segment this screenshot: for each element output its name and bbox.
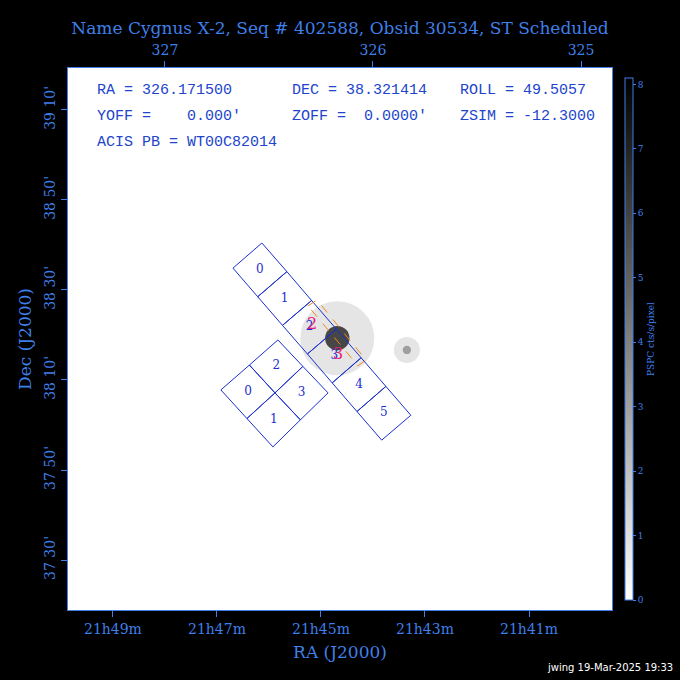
svg-text:PSPC cts/s/pixel: PSPC cts/s/pixel [646,302,656,376]
svg-text:326: 326 [360,42,387,58]
svg-text:38 50': 38 50' [42,176,58,220]
svg-text:jwing 19-Mar-2025 19:33: jwing 19-Mar-2025 19:33 [547,662,673,673]
svg-text:ZOFF = 0.0000': ZOFF = 0.0000' [292,108,427,125]
svg-text:ACIS PB = WT00C82014: ACIS PB = WT00C82014 [97,134,277,151]
svg-text:3: 3 [333,344,343,363]
svg-text:39 10': 39 10' [42,86,58,130]
svg-text:2: 2 [638,466,644,476]
svg-text:3: 3 [638,402,644,412]
svg-text:ZSIM = -12.3000: ZSIM = -12.3000 [460,108,595,125]
svg-text:21h41m: 21h41m [500,621,558,637]
svg-text:Name Cygnus X-2, Seq # 402588,: Name Cygnus X-2, Seq # 402588, Obsid 305… [71,18,608,38]
svg-text:RA = 326.171500: RA = 326.171500 [97,82,232,99]
svg-text:2: 2 [272,358,280,372]
svg-text:4: 4 [355,377,363,391]
svg-text:7: 7 [638,144,644,154]
svg-text:21h47m: 21h47m [188,621,246,637]
svg-text:0: 0 [244,384,252,398]
svg-text:4: 4 [638,337,644,347]
svg-text:8: 8 [638,80,644,90]
svg-text:6: 6 [638,208,644,218]
svg-text:2: 2 [307,314,317,333]
svg-text:YOFF = 0.000': YOFF = 0.000' [97,108,241,125]
svg-text:5: 5 [638,273,644,283]
svg-text:0: 0 [256,262,264,276]
svg-text:37 50': 37 50' [42,446,58,490]
svg-text:0: 0 [638,595,644,605]
svg-text:327: 327 [152,42,179,58]
svg-text:3: 3 [298,385,306,399]
svg-text:37 30': 37 30' [42,536,58,580]
svg-text:1: 1 [270,412,278,426]
svg-text:325: 325 [568,42,595,58]
svg-text:5: 5 [380,405,388,419]
svg-text:1: 1 [638,531,644,541]
svg-text:Dec (J2000): Dec (J2000) [15,288,35,390]
svg-text:1: 1 [281,291,289,305]
svg-text:2: 2 [306,319,314,333]
svg-text:RA (J2000): RA (J2000) [293,642,387,662]
svg-text:DEC = 38.321414: DEC = 38.321414 [292,82,427,99]
svg-text:38 30': 38 30' [42,266,58,310]
svg-text:21h45m: 21h45m [292,621,350,637]
svg-text:21h49m: 21h49m [84,621,142,637]
svg-text:38 10': 38 10' [42,356,58,400]
svg-text:21h43m: 21h43m [396,621,454,637]
svg-text:3: 3 [330,348,338,362]
svg-text:ROLL = 49.5057: ROLL = 49.5057 [460,82,586,99]
